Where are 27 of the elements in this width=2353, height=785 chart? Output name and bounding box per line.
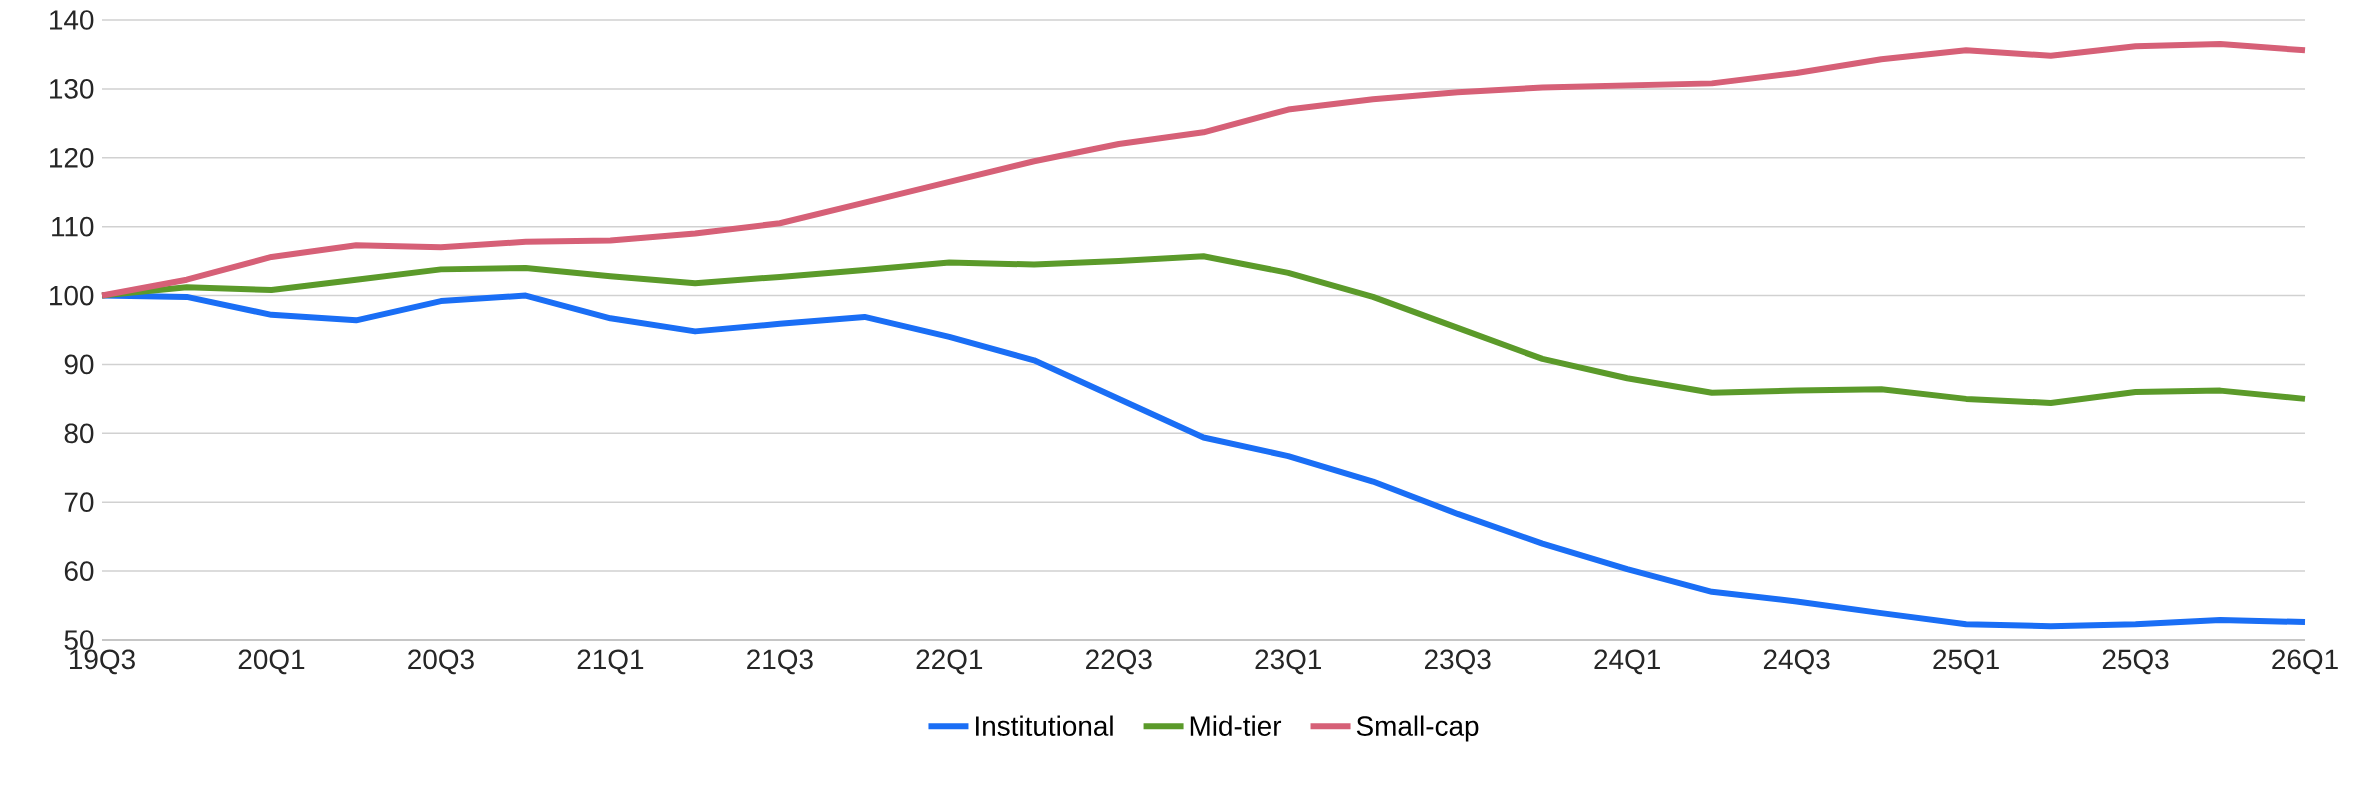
x-tick-label: 21Q1 — [577, 649, 644, 675]
y-tick-label: 80 — [64, 423, 94, 444]
legend-label: Small-cap — [1356, 715, 1479, 742]
y-tick-label: 100 — [50, 285, 94, 306]
y-tick-label: 130 — [50, 79, 94, 99]
x-tick-label: 26Q1 — [2272, 649, 2338, 675]
y-tick-label: 90 — [64, 354, 94, 375]
x-tick-label: 20Q3 — [408, 649, 474, 675]
x-tick-label: 25Q1 — [1933, 649, 1999, 675]
x-tick-label: 22Q1 — [916, 649, 983, 675]
legend-label: Institutional — [976, 715, 1113, 736]
y-tick-label: 110 — [52, 216, 94, 237]
y-tick-label: 120 — [50, 147, 94, 168]
y-tick-label: 70 — [64, 492, 94, 513]
x-tick-label: 23Q3 — [1424, 649, 1491, 675]
y-tick-label: 50 — [64, 630, 94, 650]
legend-label: Mid-tier — [1190, 715, 1282, 736]
x-tick-label: 19Q3 — [70, 649, 135, 675]
x-tick-label: 20Q1 — [238, 649, 305, 675]
x-tick-label: 25Q3 — [2102, 649, 2169, 675]
x-tick-label: 24Q3 — [1763, 649, 1830, 675]
x-tick-label: 21Q3 — [747, 649, 813, 675]
x-tick-label: 24Q1 — [1594, 649, 1660, 675]
y-tick-label: 60 — [64, 561, 94, 581]
x-tick-label: 23Q1 — [1255, 649, 1321, 675]
y-tick-label: 140 — [50, 10, 94, 30]
x-tick-label: 22Q3 — [1086, 649, 1152, 675]
